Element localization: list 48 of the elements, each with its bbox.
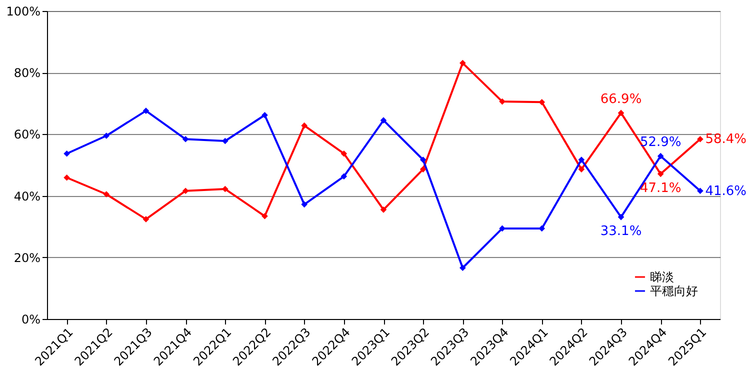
legend-label: 平穩向好 (650, 284, 698, 298)
data-label: 58.4% (705, 132, 747, 148)
y-tick-label: 100% (6, 4, 40, 18)
point (380, 206, 387, 213)
point (657, 152, 664, 160)
point (499, 98, 506, 105)
data-label: 47.1% (640, 180, 682, 196)
y-tick-label: 60% (14, 128, 40, 142)
point (301, 201, 308, 208)
point (420, 156, 426, 163)
point (103, 132, 110, 139)
point (340, 173, 348, 180)
point (657, 170, 664, 178)
point (420, 166, 426, 172)
point (460, 60, 466, 66)
y-tick-label: 80% (14, 66, 40, 80)
point (222, 186, 228, 192)
point (262, 112, 268, 118)
point (64, 150, 70, 157)
point (618, 110, 624, 116)
data-label: 66.9% (600, 92, 642, 107)
point (538, 225, 546, 232)
point (222, 138, 228, 144)
point (103, 191, 110, 198)
data-label: 33.1% (600, 224, 642, 240)
point (618, 214, 624, 220)
point (262, 212, 268, 220)
point (64, 174, 70, 181)
point (697, 188, 704, 194)
point (578, 156, 585, 163)
point (697, 136, 704, 142)
point (182, 136, 189, 142)
point (301, 122, 308, 129)
legend-label: 睇淡 (650, 270, 674, 284)
data-label: 41.6% (705, 184, 747, 199)
point (578, 166, 585, 172)
point (182, 188, 189, 194)
point (460, 264, 466, 272)
point (380, 117, 387, 124)
point (142, 216, 150, 222)
y-tick-label: 20% (14, 250, 40, 265)
point (538, 99, 546, 106)
data-label: 52.9% (640, 135, 682, 150)
y-tick-label: 40% (14, 189, 40, 204)
point (499, 225, 506, 232)
y-tick-label: 0% (21, 312, 40, 326)
point (340, 150, 348, 157)
point (142, 108, 150, 114)
